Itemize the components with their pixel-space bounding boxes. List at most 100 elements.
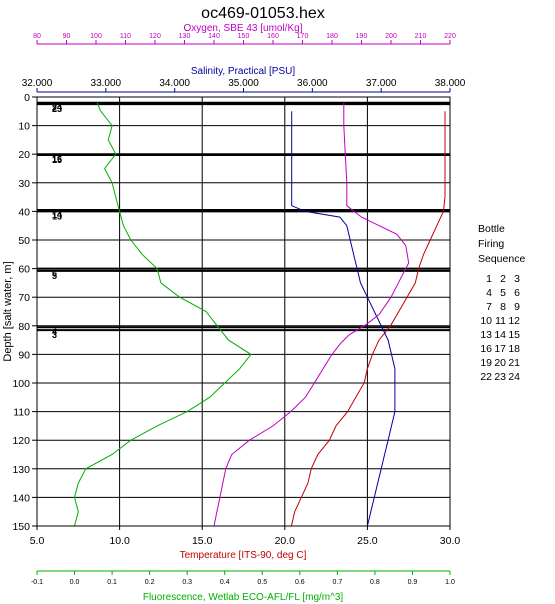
depth-tick-label: 90: [18, 349, 30, 361]
salinity-tick-label: 34.000: [159, 78, 190, 89]
bottle-number: 17: [494, 343, 506, 355]
bottle-legend-grid: 1 2 3 4 5 6 7 8 9 10 11 12 13 14 15 16 17 18 19 20 21 22 23 24: [478, 272, 548, 384]
salinity-series: [291, 111, 396, 527]
bottle-label: 4: [52, 327, 57, 337]
bottle-number: 8: [500, 301, 506, 313]
fluorescence-tick-label: 1.0: [445, 579, 455, 586]
oxygen-tick-label: 120: [149, 33, 161, 40]
fluorescence-series: [73, 102, 252, 527]
salinity-tick-label: 33.000: [91, 78, 122, 89]
bottle-number: 10: [480, 315, 492, 327]
bottle-number: 2: [500, 273, 506, 285]
depth-tick-label: 0: [24, 92, 30, 104]
oxygen-tick-label: 80: [33, 33, 41, 40]
chart-title: oc469-01053.hex: [201, 5, 325, 22]
bottle-label: 23: [52, 104, 62, 114]
bottle-legend-row: 22 23 24: [478, 370, 548, 384]
bottle-number: 22: [480, 371, 492, 383]
bottle-label: 13: [52, 211, 62, 221]
fluorescence-tick-label: 0.1: [107, 579, 117, 586]
bottle-number: 13: [480, 329, 492, 341]
oxygen-tick-label: 100: [90, 33, 102, 40]
bottle-label: 3: [52, 330, 57, 340]
temperature-series: [290, 111, 446, 527]
depth-tick-label: 40: [18, 206, 30, 218]
bottle-legend-row: 13 14 15: [478, 328, 548, 342]
bottle-number: 5: [500, 287, 506, 299]
oxygen-tick-label: 180: [326, 33, 338, 40]
bottle-label: 5: [52, 271, 57, 281]
temperature-axis-label: Temperature [ITS-90, deg C]: [180, 550, 307, 561]
plot-frame: [36, 96, 451, 527]
oxygen-tick-label: 90: [63, 33, 71, 40]
bottle-legend-header: Bottle Firing Sequence: [478, 222, 548, 267]
oxygen-tick-label: 130: [179, 33, 191, 40]
oxygen-tick-label: 110: [120, 33, 131, 40]
oxygen-tick-label: 150: [238, 33, 250, 40]
temperature-tick-label: 5.0: [30, 535, 45, 547]
salinity-tick-label: 35.000: [228, 78, 259, 89]
temperature-tick-label: 30.0: [440, 535, 461, 547]
bottle-label: 6: [52, 269, 57, 279]
salinity-tick-label: 37.000: [366, 78, 397, 89]
temperature-tick-label: 10.0: [109, 535, 130, 547]
depth-tick-label: 60: [18, 264, 30, 276]
depth-tick-label: 110: [13, 407, 30, 419]
bottle-legend-header-line: Bottle: [478, 223, 505, 235]
bottle-number: 16: [480, 343, 492, 355]
depth-tick-label: 70: [18, 292, 30, 304]
fluorescence-tick-label: 0.3: [182, 579, 192, 586]
fluorescence-tick-label: 0.2: [145, 579, 155, 586]
salinity-tick-label: 38.000: [435, 78, 466, 89]
axes: 0 10 20 30 40 50 60 70 80 90 100 110 120 130 140 150 Dep…: [2, 23, 466, 603]
bottle-firing-legend: Bottle Firing Sequence 1 2 3 4 5 6 7 8 9 10 11 12 13 14…: [478, 222, 548, 384]
fluorescence-tick-label: 0.8: [370, 579, 380, 586]
fluorescence-tick-label: 0.0: [70, 579, 80, 586]
depth-tick-label: 30: [18, 178, 30, 190]
oxygen-tick-label: 160: [267, 33, 279, 40]
bottle-label: 24: [52, 103, 62, 113]
temperature-tick-label: 25.0: [357, 535, 378, 547]
temperature-tick-label: 20.0: [275, 535, 296, 547]
fluorescence-tick-label: 0.7: [332, 579, 342, 586]
depth-tick-label: 20: [18, 149, 30, 161]
depth-tick-label: 100: [12, 378, 30, 390]
depth-tick-label: 50: [18, 235, 30, 247]
bottle-number: 24: [508, 371, 520, 383]
depth-tick-label: 140: [12, 492, 30, 504]
salinity-tick-label: 36.000: [297, 78, 328, 89]
depth-tick-label: 120: [12, 435, 30, 447]
bottle-legend-row: 16 17 18: [478, 342, 548, 356]
bottle-number: 14: [494, 329, 506, 341]
salinity-tick-label: 32.000: [22, 78, 53, 89]
bottle-legend-header-line: Firing: [478, 238, 505, 250]
bottle-number: 15: [508, 329, 520, 341]
bottle-number: 21: [508, 357, 520, 369]
depth-tick-label: 130: [12, 464, 30, 476]
fluorescence-tick-label: 0.4: [220, 579, 230, 586]
oxygen-tick-label: 210: [415, 33, 427, 40]
bottle-legend-header-line: Sequence: [478, 253, 526, 265]
oxygen-series: [213, 102, 410, 527]
bottle-number: 23: [494, 371, 506, 383]
depth-tick-label: 80: [18, 321, 30, 333]
temperature-tick-label: 15.0: [192, 535, 213, 547]
bottle-label: 14: [52, 210, 62, 220]
bottle-number: 6: [514, 287, 520, 299]
fluorescence-tick-label: 0.9: [408, 579, 418, 586]
bottle-number: 12: [508, 315, 520, 327]
bottle-number: 18: [508, 343, 520, 355]
bottle-number: 19: [480, 357, 492, 369]
bottle-number: 3: [514, 273, 520, 285]
oxygen-tick-label: 140: [208, 33, 220, 40]
oxygen-axis-label: Oxygen, SBE 43 [umol/Kg]: [184, 23, 303, 34]
fluorescence-tick-label: 0.5: [257, 579, 267, 586]
bottle-legend-row: 10 11 12: [478, 314, 548, 328]
bottle-legend-row: 19 20 21: [478, 356, 548, 370]
bottle-label: 16: [52, 154, 62, 164]
bottle-label: 15: [52, 155, 62, 165]
